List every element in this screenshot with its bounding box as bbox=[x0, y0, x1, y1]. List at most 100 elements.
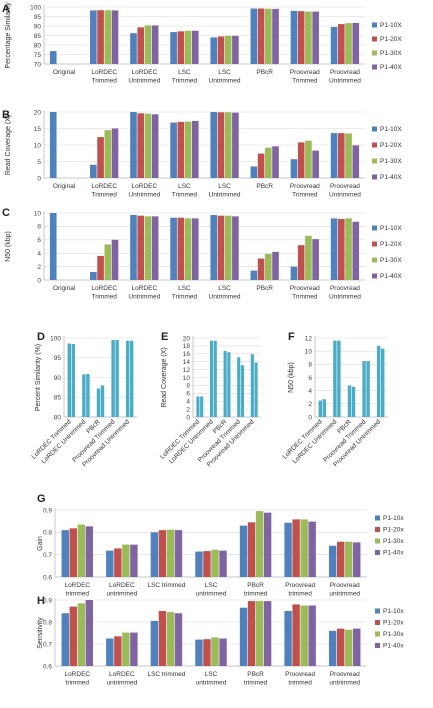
bar bbox=[257, 153, 265, 178]
x-category-label: Trimmed bbox=[292, 192, 318, 199]
legend-label: P1-20X bbox=[380, 241, 402, 248]
bar bbox=[337, 340, 341, 417]
bar bbox=[247, 522, 256, 577]
bar bbox=[90, 10, 97, 65]
bar bbox=[336, 541, 345, 577]
bar bbox=[151, 216, 159, 280]
legend-label: P1-40X bbox=[380, 273, 402, 280]
panel-letter: F bbox=[288, 331, 295, 343]
bar bbox=[351, 386, 356, 417]
y-tick-label: 10 bbox=[183, 375, 191, 382]
y-tick-label: 100 bbox=[30, 4, 41, 11]
x-category-label: LoRDEC bbox=[109, 671, 135, 678]
bar bbox=[200, 396, 204, 417]
bar bbox=[130, 632, 138, 666]
x-category-label: Trimmed bbox=[292, 78, 318, 85]
bar bbox=[239, 525, 248, 577]
x-category-label: untrimmed bbox=[329, 680, 360, 687]
y-tick-label: 0.9 bbox=[43, 507, 52, 514]
legend-label: P1-30x bbox=[383, 631, 404, 638]
bar bbox=[223, 351, 227, 417]
legend-swatch bbox=[372, 64, 377, 70]
x-category-label: trimmed bbox=[66, 591, 90, 598]
bar bbox=[191, 218, 199, 280]
bar bbox=[297, 245, 305, 280]
bar bbox=[150, 532, 159, 577]
x-category-label: Untrimmed bbox=[209, 192, 241, 199]
y-tick-label: 4 bbox=[37, 251, 41, 258]
bar bbox=[312, 150, 319, 178]
y-tick-label: 0.6 bbox=[43, 574, 52, 581]
bar bbox=[330, 218, 338, 280]
x-category-label: LSC bbox=[178, 285, 191, 292]
bar bbox=[297, 11, 305, 64]
y-tick-label: 6 bbox=[186, 391, 190, 398]
bar bbox=[292, 604, 300, 666]
bar bbox=[67, 343, 71, 417]
legend-label: P1-40x bbox=[383, 550, 404, 557]
y-tick-label: 75 bbox=[34, 52, 42, 59]
bar bbox=[345, 23, 352, 64]
bar bbox=[254, 362, 258, 417]
legend-label: P1-20X bbox=[380, 142, 402, 149]
legend-label: P1-10X bbox=[380, 126, 402, 133]
bar bbox=[170, 217, 177, 280]
y-tick-label: 8 bbox=[308, 362, 312, 369]
legend-swatch bbox=[372, 50, 377, 56]
y-tick-label: 0 bbox=[37, 277, 41, 284]
bar bbox=[71, 343, 76, 417]
chart-panel-c: C 0 2 4 6 8 10 N50 (kbp) Original LoRDEC Trimmed Lo… bbox=[2, 207, 402, 301]
x-category-label: LSC trimmed bbox=[147, 671, 185, 678]
y-tick-label: 4 bbox=[186, 399, 190, 406]
bar bbox=[345, 218, 352, 280]
bar bbox=[224, 215, 232, 280]
legend-label: P1-30x bbox=[383, 538, 404, 545]
bar bbox=[144, 113, 152, 178]
bar bbox=[177, 217, 185, 280]
legend-swatch bbox=[375, 515, 380, 521]
y-axis-label: N50 (kbp) bbox=[5, 231, 12, 262]
bar bbox=[227, 352, 231, 417]
x-category-label: Proovread bbox=[330, 183, 360, 190]
bar bbox=[240, 365, 245, 417]
bar bbox=[239, 607, 248, 666]
bar bbox=[203, 551, 211, 577]
bar bbox=[97, 137, 104, 178]
legend-swatch bbox=[375, 643, 380, 648]
bar bbox=[174, 530, 183, 577]
legend-swatch bbox=[375, 631, 380, 637]
legend-label: P1-40X bbox=[380, 64, 402, 71]
x-category-label: LoRDEC bbox=[109, 582, 135, 589]
bar bbox=[130, 33, 137, 64]
x-category-label: Untrimmed bbox=[128, 294, 160, 301]
bar bbox=[122, 632, 130, 666]
x-category-label: Trimmed bbox=[172, 78, 198, 85]
x-category-label: LoRDEC bbox=[64, 671, 90, 678]
bar bbox=[312, 239, 319, 280]
x-category-label: LSC bbox=[218, 69, 231, 76]
bar bbox=[213, 340, 217, 417]
chart-panel-b: B 0 5 10 15 20 Read Coverage (X) Original LoRDEC… bbox=[2, 109, 402, 199]
legend-swatch bbox=[372, 22, 377, 28]
x-category-label: PBcR bbox=[256, 285, 273, 292]
x-category-label: LoRDEC bbox=[91, 285, 117, 292]
bar bbox=[111, 239, 119, 280]
y-tick-label: 90 bbox=[54, 375, 62, 382]
bar bbox=[345, 541, 353, 577]
bar bbox=[209, 340, 214, 417]
bar bbox=[257, 8, 265, 64]
y-tick-label: 2 bbox=[37, 264, 41, 271]
bar bbox=[333, 340, 337, 417]
x-category-label: LSC bbox=[205, 582, 218, 589]
bar bbox=[247, 601, 256, 666]
bar bbox=[177, 121, 185, 178]
legend-swatch bbox=[375, 620, 380, 625]
panel-letter: E bbox=[161, 331, 168, 343]
panel-letter: B bbox=[2, 109, 10, 121]
bar bbox=[290, 159, 298, 178]
y-tick-label: 2 bbox=[308, 401, 312, 408]
y-tick-label: 20 bbox=[34, 109, 42, 116]
x-category-label: PBcR bbox=[247, 671, 264, 678]
